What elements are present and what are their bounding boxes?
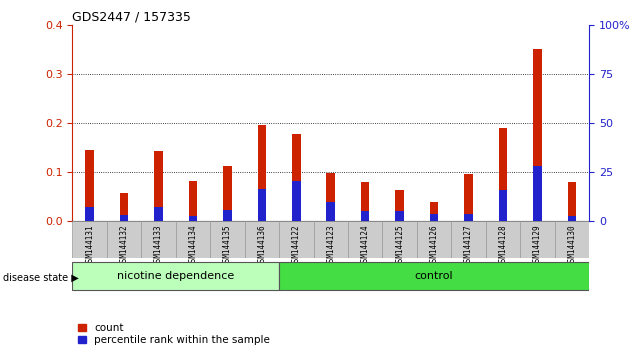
Bar — [154, 207, 163, 221]
Bar — [486, 221, 520, 258]
Bar — [279, 262, 589, 290]
Text: GSM144130: GSM144130 — [568, 224, 576, 266]
Bar — [258, 189, 266, 221]
Bar — [292, 134, 301, 221]
Bar — [258, 125, 266, 221]
Text: GSM144123: GSM144123 — [326, 224, 335, 266]
Bar — [498, 128, 507, 221]
Bar — [395, 190, 404, 221]
Bar — [279, 221, 314, 258]
Bar — [72, 221, 107, 258]
Legend: count, percentile rank within the sample: count, percentile rank within the sample — [77, 323, 270, 345]
Bar — [292, 181, 301, 221]
Bar — [188, 181, 197, 221]
Text: GSM144135: GSM144135 — [223, 224, 232, 266]
Bar — [361, 211, 369, 221]
Bar — [498, 190, 507, 221]
Bar — [451, 221, 486, 258]
Text: GSM144131: GSM144131 — [85, 224, 94, 266]
Text: GSM144132: GSM144132 — [120, 224, 129, 266]
Bar — [223, 166, 232, 221]
Bar — [395, 211, 404, 221]
Bar — [417, 221, 451, 258]
Bar — [85, 150, 94, 221]
Text: disease state ▶: disease state ▶ — [3, 273, 79, 283]
Bar — [464, 214, 472, 221]
Text: GSM144136: GSM144136 — [258, 224, 266, 266]
Bar — [188, 216, 197, 221]
Bar — [464, 173, 472, 221]
Bar — [314, 221, 348, 258]
Text: GSM144124: GSM144124 — [361, 224, 370, 266]
Text: GSM144129: GSM144129 — [533, 224, 542, 266]
Bar — [326, 202, 335, 221]
Bar — [568, 182, 576, 221]
Text: GSM144125: GSM144125 — [395, 224, 404, 266]
Text: GSM144126: GSM144126 — [430, 224, 438, 266]
Bar — [120, 193, 129, 221]
Text: GSM144134: GSM144134 — [188, 224, 197, 266]
Text: control: control — [415, 271, 454, 281]
Bar — [326, 173, 335, 221]
Bar — [120, 215, 129, 221]
Bar — [72, 262, 279, 290]
Bar — [533, 166, 542, 221]
Bar — [430, 214, 438, 221]
Text: GSM144128: GSM144128 — [498, 224, 507, 266]
Bar — [210, 221, 244, 258]
Bar — [568, 216, 576, 221]
Bar — [382, 221, 417, 258]
Text: GSM144122: GSM144122 — [292, 224, 301, 266]
Bar — [176, 221, 210, 258]
Bar — [430, 202, 438, 221]
Text: GSM144133: GSM144133 — [154, 224, 163, 266]
Bar — [223, 210, 232, 221]
Bar — [107, 221, 141, 258]
Bar — [520, 221, 554, 258]
Bar — [554, 221, 589, 258]
Text: GSM144127: GSM144127 — [464, 224, 473, 266]
Text: GDS2447 / 157335: GDS2447 / 157335 — [72, 11, 192, 24]
Bar — [244, 221, 279, 258]
Bar — [348, 221, 382, 258]
Bar — [85, 206, 94, 221]
Bar — [361, 182, 369, 221]
Text: nicotine dependence: nicotine dependence — [117, 271, 234, 281]
Bar — [533, 49, 542, 221]
Bar — [141, 221, 176, 258]
Bar — [154, 151, 163, 221]
